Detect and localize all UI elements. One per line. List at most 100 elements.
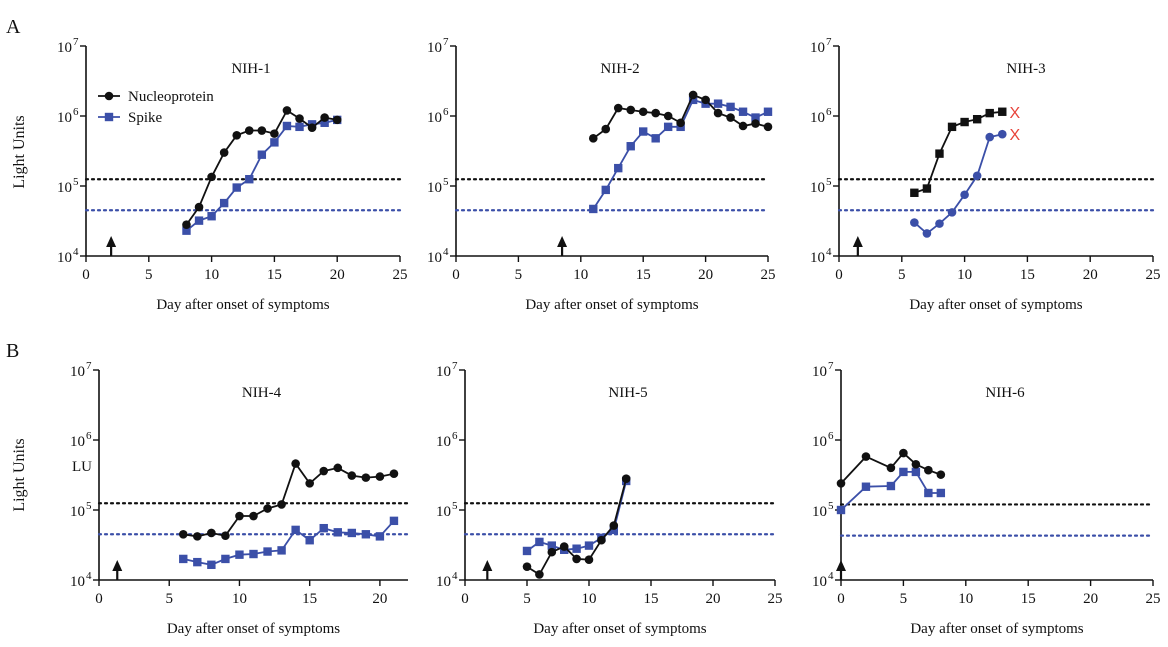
panel-title: NIH-3 xyxy=(1006,61,1045,77)
nucleoprotein-point xyxy=(320,113,329,122)
nucleoprotein-point xyxy=(609,521,619,530)
nucleoprotein-point xyxy=(836,479,846,488)
nucleoprotein-point xyxy=(972,115,982,124)
nucleoprotein-point xyxy=(522,562,532,571)
x-tick-label: 10 xyxy=(204,267,219,283)
spike-point xyxy=(726,102,735,112)
x-tick-label: 5 xyxy=(165,591,173,607)
x-tick-label: 20 xyxy=(706,591,721,607)
y-tick-exponent: 5 xyxy=(452,500,458,512)
spike-point xyxy=(997,129,1007,139)
y-tick-exponent: 7 xyxy=(452,360,458,372)
x-tick-label: 25 xyxy=(393,267,408,283)
spike-point xyxy=(763,107,773,116)
nucleoprotein-point xyxy=(738,121,748,131)
spike-point xyxy=(713,99,723,108)
x-tick-label: 15 xyxy=(302,591,317,607)
onset-arrow-head xyxy=(106,236,117,247)
spike-point xyxy=(263,547,272,556)
spike-point xyxy=(960,190,969,200)
nucleoprotein-point xyxy=(257,126,267,135)
nucleoprotein-point xyxy=(584,555,594,564)
y-tick-exponent: 4 xyxy=(443,246,449,258)
y-tick-exponent: 5 xyxy=(826,176,832,188)
nucleoprotein-point xyxy=(924,465,933,475)
onset-arrow-head xyxy=(852,236,863,247)
spike-point xyxy=(886,481,896,491)
nucleoprotein-point xyxy=(861,452,871,461)
spike-series-line xyxy=(183,520,395,566)
y-tick-exponent: 6 xyxy=(452,430,458,442)
spike-point xyxy=(305,536,314,545)
spike-point xyxy=(899,467,908,477)
spike-point xyxy=(291,525,300,535)
nucleoprotein-point xyxy=(193,532,202,541)
spike-point xyxy=(922,229,932,238)
nucleoprotein-series-line xyxy=(183,461,395,538)
nucleoprotein-series-line xyxy=(914,110,1003,194)
x-tick-label: 15 xyxy=(636,267,651,283)
spike-point xyxy=(836,505,846,515)
x-axis-label: Day after onset of symptoms xyxy=(167,621,340,637)
nucleoprotein-point xyxy=(936,470,946,479)
panel-title: NIH-4 xyxy=(242,385,282,401)
spike-point xyxy=(389,516,399,526)
onset-arrow-head xyxy=(836,560,846,571)
y-tick-label: 10 xyxy=(70,504,85,520)
nucleoprotein-point xyxy=(307,123,317,133)
nucleoprotein-point xyxy=(221,531,230,540)
spike-point xyxy=(601,185,610,195)
y-tick-label: 10 xyxy=(810,180,825,196)
nucleoprotein-point xyxy=(178,529,188,539)
nucleoprotein-point xyxy=(588,134,598,143)
spike-point xyxy=(547,541,556,550)
y-tick-exponent: 4 xyxy=(826,246,832,258)
y-tick-exponent: 7 xyxy=(73,36,79,48)
x-tick-label: 20 xyxy=(1083,591,1098,607)
y-tick-exponent: 4 xyxy=(86,570,92,582)
x-tick-label: 0 xyxy=(461,591,469,607)
nucleoprotein-point xyxy=(332,115,342,125)
nucleoprotein-point xyxy=(282,106,292,115)
x-tick-label: 20 xyxy=(330,267,345,283)
nucleoprotein-point xyxy=(935,149,944,158)
y-tick-exponent: 7 xyxy=(86,360,92,372)
y-tick-label: 10 xyxy=(812,364,827,380)
nucleoprotein-point xyxy=(651,108,660,118)
nucleoprotein-point xyxy=(277,500,286,509)
nucleoprotein-point xyxy=(194,202,204,212)
spike-point xyxy=(295,122,304,132)
spike-point xyxy=(207,212,216,221)
spike-point xyxy=(535,537,544,547)
y-tick-exponent: 4 xyxy=(828,570,834,582)
nucleoprotein-point xyxy=(347,471,357,480)
nucleoprotein-point xyxy=(613,103,623,113)
x-axis-label: Day after onset of symptoms xyxy=(156,297,329,313)
spike-point xyxy=(219,198,229,208)
y-tick-exponent: 6 xyxy=(828,430,834,442)
spike-point xyxy=(347,528,357,538)
legend-nucleoprotein-marker xyxy=(104,91,114,101)
x-tick-label: 15 xyxy=(1020,267,1035,283)
x-tick-label: 10 xyxy=(232,591,247,607)
nucleoprotein-point xyxy=(998,107,1007,116)
x-tick-label: 25 xyxy=(768,591,783,607)
y-tick-label: 10 xyxy=(70,364,85,380)
nucleoprotein-point xyxy=(899,448,908,458)
nucleoprotein-point xyxy=(701,95,710,105)
nucleoprotein-point xyxy=(911,459,921,469)
nucleoprotein-point xyxy=(389,469,399,479)
x-tick-label: 0 xyxy=(82,267,90,283)
x-axis-label: Day after onset of symptoms xyxy=(910,621,1083,637)
panel-label-a: A xyxy=(6,16,21,38)
spike-point xyxy=(910,218,919,227)
nucleoprotein-point xyxy=(663,111,673,121)
nucleoprotein-point xyxy=(726,113,735,122)
spike-point xyxy=(270,138,279,147)
nucleoprotein-point xyxy=(960,117,969,127)
legend-spike-marker xyxy=(104,112,114,122)
x-tick-label: 25 xyxy=(1146,267,1161,283)
nucleoprotein-point xyxy=(319,466,329,476)
